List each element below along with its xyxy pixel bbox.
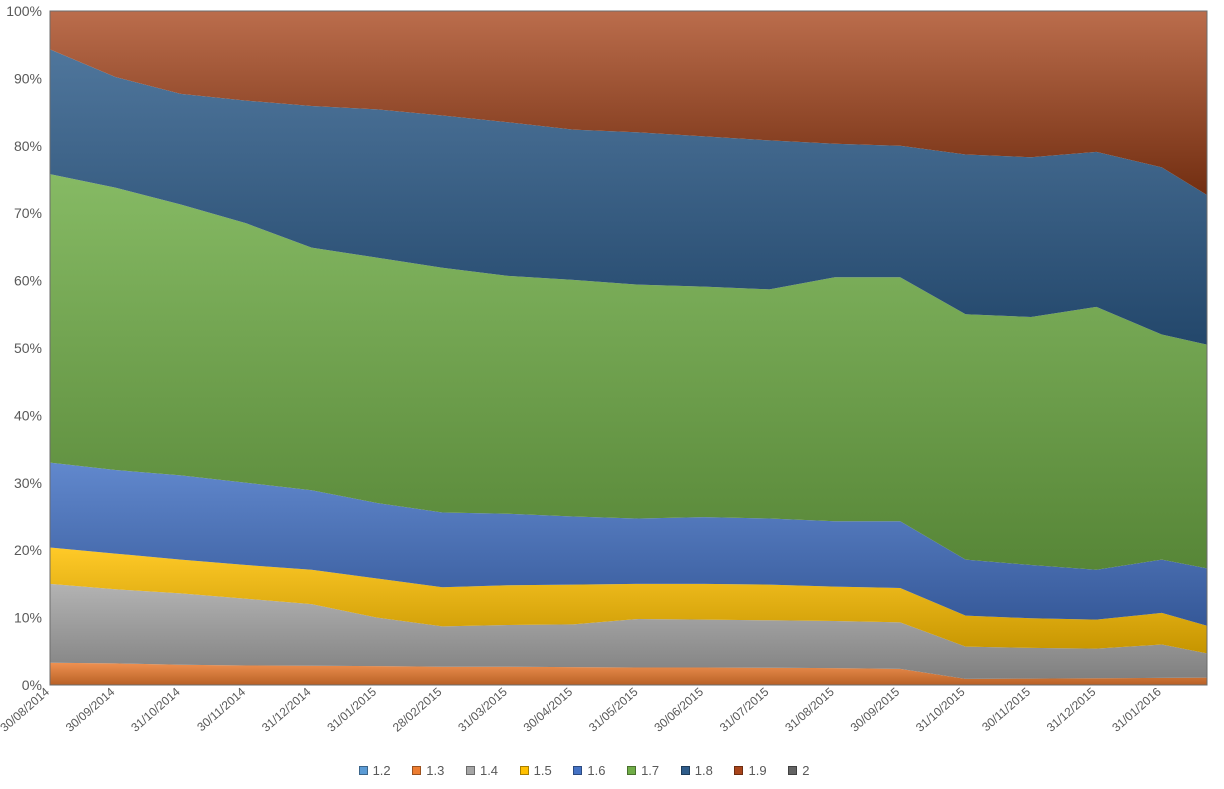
svg-text:31/10/2014: 31/10/2014 — [128, 684, 183, 734]
svg-text:31/07/2015: 31/07/2015 — [717, 684, 772, 734]
svg-text:31/10/2015: 31/10/2015 — [913, 684, 968, 734]
svg-text:30/11/2015: 30/11/2015 — [979, 684, 1033, 734]
svg-text:31/01/2015: 31/01/2015 — [324, 684, 379, 734]
svg-text:31/03/2015: 31/03/2015 — [455, 684, 510, 734]
svg-text:30/06/2015: 30/06/2015 — [651, 684, 706, 734]
svg-text:31/01/2016: 31/01/2016 — [1109, 684, 1164, 734]
svg-text:90%: 90% — [14, 70, 42, 86]
svg-text:40%: 40% — [14, 407, 42, 423]
svg-text:30/09/2014: 30/09/2014 — [63, 684, 118, 734]
svg-text:10%: 10% — [14, 610, 42, 626]
svg-text:31/05/2015: 31/05/2015 — [586, 684, 641, 734]
svg-text:30%: 30% — [14, 475, 42, 491]
svg-text:70%: 70% — [14, 205, 42, 221]
svg-text:60%: 60% — [14, 273, 42, 289]
svg-text:50%: 50% — [14, 340, 42, 356]
svg-text:28/02/2015: 28/02/2015 — [390, 684, 445, 734]
svg-text:20%: 20% — [14, 542, 42, 558]
svg-text:31/12/2014: 31/12/2014 — [259, 684, 314, 734]
svg-text:100%: 100% — [6, 3, 42, 19]
svg-text:30/09/2015: 30/09/2015 — [848, 684, 903, 734]
svg-text:80%: 80% — [14, 138, 42, 154]
svg-text:30/04/2015: 30/04/2015 — [521, 684, 576, 734]
svg-text:31/12/2015: 31/12/2015 — [1044, 684, 1099, 734]
svg-text:30/11/2014: 30/11/2014 — [194, 684, 248, 734]
svg-text:31/08/2015: 31/08/2015 — [782, 684, 837, 734]
